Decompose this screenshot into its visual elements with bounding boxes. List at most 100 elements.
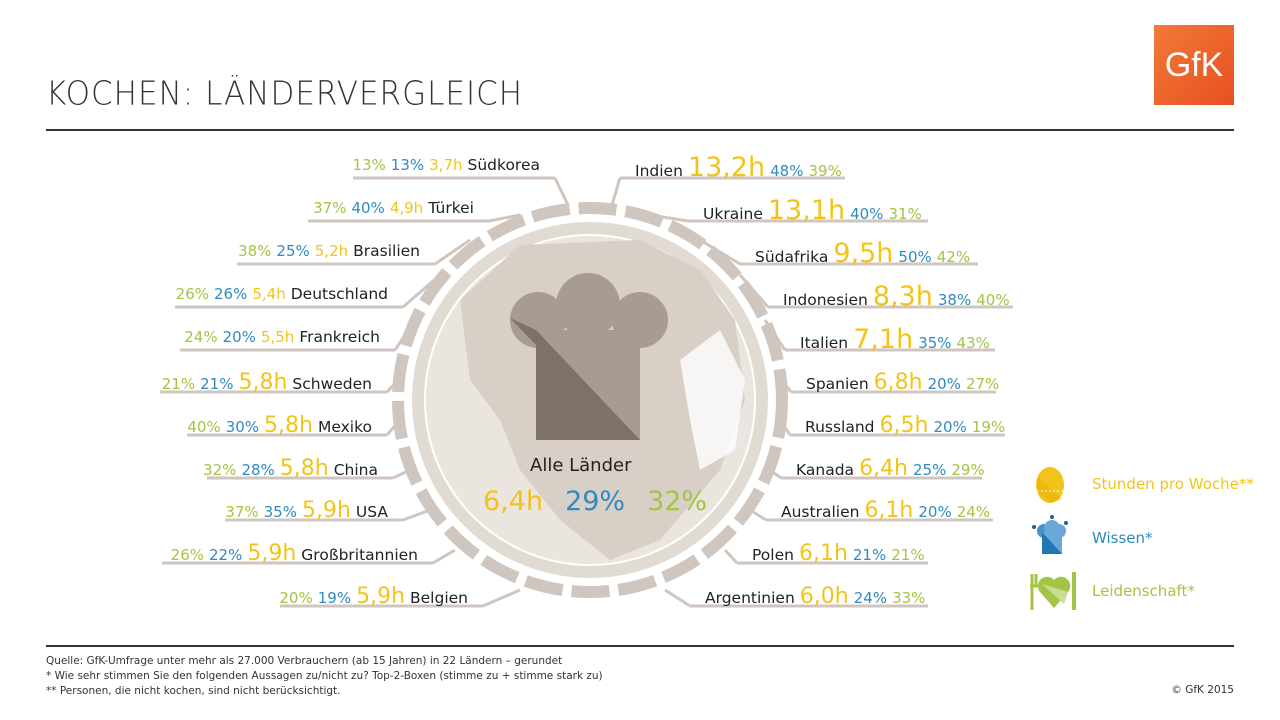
country-row-left: 32% 28% 5,8h China: [203, 458, 378, 480]
country-row-right: Italien 7,1h 35% 43%: [800, 326, 990, 353]
all-countries-values: 6,4h 29% 32%: [483, 486, 707, 517]
country-row-left: 24% 20% 5,5h Frankreich: [184, 328, 380, 346]
passion-value: 31%: [888, 205, 922, 223]
country-name: Ukraine: [703, 205, 763, 223]
knowledge-value: 50%: [898, 248, 932, 266]
hours-value: 5,9h: [356, 584, 406, 609]
country-underline: [434, 238, 471, 266]
legend-label: Stunden pro Woche**: [1092, 475, 1254, 493]
hours-value: 5,8h: [264, 413, 313, 438]
knowledge-value: 21%: [200, 375, 234, 393]
passion-value: 37%: [313, 199, 347, 217]
knowledge-value: 21%: [852, 546, 887, 564]
country-row-left: 37% 35% 5,9h USA: [225, 500, 388, 522]
passion-value: 37%: [225, 503, 259, 521]
country-row-right: Spanien 6,8h 20% 27%: [806, 372, 999, 394]
legend-item-hours: Stunden pro Woche**: [1030, 465, 1254, 509]
passion-value: 20%: [279, 589, 313, 607]
country-name: Australien: [781, 503, 860, 521]
title-divider: [46, 129, 1234, 131]
country-name: Mexiko: [317, 418, 372, 436]
passion-value: 26%: [175, 285, 210, 303]
footnote-1: * Wie sehr stimmen Sie den folgenden Aus…: [46, 670, 603, 682]
country-row-left: 37% 40% 4,9h Türkei: [313, 199, 474, 217]
country-name: Frankreich: [299, 328, 380, 346]
passion-value: 38%: [238, 242, 272, 260]
knowledge-value: 25%: [276, 242, 310, 260]
hours-value: 9,5h: [833, 238, 894, 269]
hours-value: 3,7h: [429, 156, 463, 174]
country-row-left: 38% 25% 5,2h Brasilien: [238, 242, 420, 260]
country-row-left: 40% 30% 5,8h Mexiko: [187, 415, 372, 437]
knowledge-value: 35%: [918, 334, 952, 352]
knowledge-value: 35%: [263, 503, 297, 521]
country-underline: [488, 213, 521, 223]
passion-value: 24%: [184, 328, 218, 346]
country-row-right: Indonesien 8,3h 38% 40%: [783, 283, 1010, 310]
hours-value: 6,4h: [859, 456, 908, 481]
country-name: Indien: [635, 162, 683, 180]
country-row-right: Kanada 6,4h 25% 29%: [796, 458, 985, 480]
connector-lines: [160, 176, 1013, 608]
knowledge-value: 30%: [225, 418, 260, 436]
knowledge-value: 22%: [209, 546, 243, 564]
egg-timer-icon: [1036, 467, 1064, 503]
copyright: © GfK 2015: [1171, 684, 1234, 696]
country-row-right: Russland 6,5h 20% 19%: [805, 415, 1005, 437]
passion-value: 21%: [891, 546, 925, 564]
country-name: China: [333, 461, 378, 479]
dashed-ring: [392, 202, 788, 598]
knowledge-value: 26%: [214, 285, 248, 303]
knowledge-value: 20%: [222, 328, 256, 346]
hours-value: 5,8h: [279, 456, 329, 481]
all-countries-hours: 6,4h: [483, 486, 544, 517]
all-countries-passion: 32%: [647, 486, 708, 517]
hours-value: 6,8h: [873, 370, 923, 395]
knowledge-value: 19%: [317, 589, 352, 607]
source-note: Quelle: GfK-Umfrage unter mehr als 27.00…: [46, 655, 563, 667]
passion-value: 21%: [161, 375, 196, 393]
country-name: Schweden: [292, 375, 372, 393]
hours-value: 6,1h: [864, 498, 914, 523]
country-name: Großbritannien: [301, 546, 418, 564]
knowledge-value: 40%: [850, 205, 884, 223]
passion-value: 19%: [971, 418, 1006, 436]
country-name: Südkorea: [467, 156, 540, 174]
passion-value: 27%: [965, 375, 1000, 393]
country-row-right: Polen 6,1h 21% 21%: [752, 543, 925, 565]
hours-value: 6,1h: [798, 541, 848, 566]
country-underline: [482, 588, 521, 608]
country-underline: [553, 177, 570, 206]
all-countries-knowledge: 29%: [565, 486, 626, 517]
country-name: Italien: [800, 334, 849, 352]
knowledge-value: 25%: [913, 461, 947, 479]
hours-value: 5,4h: [252, 285, 286, 303]
hours-value: 5,2h: [314, 242, 349, 260]
country-underline: [402, 508, 431, 522]
knowledge-value: 24%: [853, 589, 888, 607]
hours-value: 5,9h: [301, 498, 351, 523]
country-name: Belgien: [410, 589, 468, 607]
passion-value: 24%: [956, 503, 991, 521]
footer-divider: [46, 645, 1234, 647]
footnote-2: ** Personen, die nicht kochen, sind nich…: [46, 685, 341, 697]
country-underline: [432, 548, 456, 565]
country-underline: [610, 177, 622, 206]
country-row-left: 20% 19% 5,9h Belgien: [279, 586, 468, 608]
legend-item-passion: Leidenschaft*: [1030, 568, 1195, 616]
all-countries-label: Alle Länder: [530, 455, 632, 476]
passion-value: 43%: [956, 334, 990, 352]
hours-value: 13,1h: [767, 195, 846, 226]
country-row-right: Indien 13,2h 48% 39%: [635, 154, 842, 181]
hours-value: 4,9h: [389, 199, 424, 217]
passion-value: 39%: [808, 162, 842, 180]
knowledge-value: 20%: [918, 503, 952, 521]
hours-value: 8,3h: [872, 281, 933, 312]
hours-value: 5,8h: [238, 370, 288, 395]
country-row-right: Südafrika 9,5h 50% 42%: [755, 240, 970, 267]
legend-label: Leidenschaft*: [1092, 582, 1195, 600]
passion-value: 40%: [187, 418, 221, 436]
knowledge-value: 20%: [933, 418, 967, 436]
country-name: Indonesien: [783, 291, 868, 309]
